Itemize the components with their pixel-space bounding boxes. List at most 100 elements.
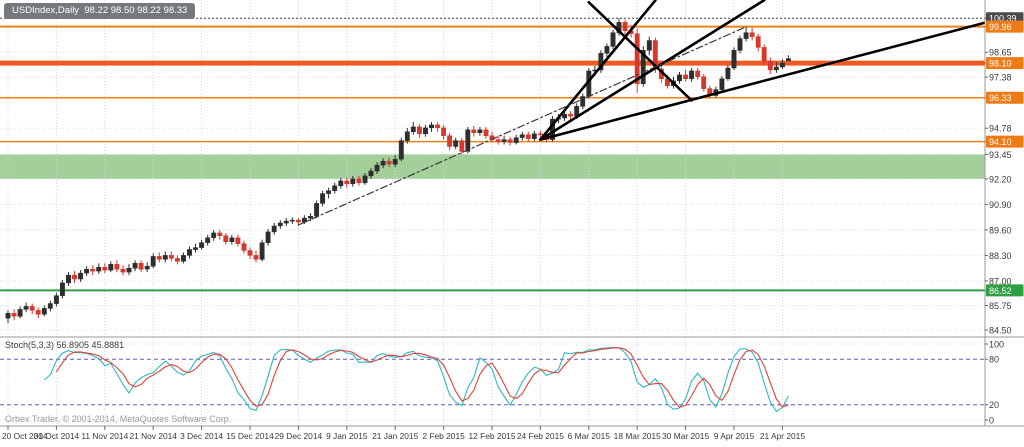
- time-axis-label[interactable]: 21 Apr 2015: [760, 431, 806, 441]
- candle-body: [465, 129, 471, 152]
- candle-body: [53, 295, 59, 304]
- candle-body: [229, 237, 235, 242]
- candle-body: [507, 139, 513, 143]
- price-axis-label[interactable]: 94.78: [989, 124, 1012, 134]
- candle-body: [84, 268, 90, 274]
- candle-body: [132, 263, 138, 269]
- time-axis-label[interactable]: 11 Nov 2014: [81, 431, 128, 441]
- candle-body: [223, 235, 229, 242]
- candle-body: [495, 139, 501, 142]
- candle-body: [181, 255, 186, 262]
- stoch-axis-label[interactable]: 20: [989, 400, 999, 410]
- time-axis-label[interactable]: 6 Mar 2015: [568, 431, 611, 441]
- candle-body: [320, 193, 326, 204]
- price-axis-label[interactable]: 89.60: [989, 225, 1012, 235]
- time-axis-label[interactable]: 21 Nov 2014: [129, 431, 177, 441]
- candle-body: [725, 67, 731, 80]
- time-axis-label[interactable]: 9 Jan 2015: [326, 431, 368, 441]
- price-axis-label[interactable]: 84.50: [989, 325, 1012, 335]
- price-axis-label[interactable]: 97.38: [989, 73, 1012, 83]
- candle-body: [646, 40, 652, 51]
- price-level-badge: [986, 57, 1024, 70]
- candle-body: [525, 134, 531, 139]
- time-axis-label[interactable]: 21 Jan 2015: [372, 431, 418, 441]
- candle-body: [314, 203, 320, 217]
- candle-body: [90, 268, 96, 272]
- candle-body: [47, 303, 53, 309]
- time-axis-label[interactable]: 18 Mar 2015: [614, 431, 661, 441]
- time-axis-label[interactable]: 20 Oct 2014: [2, 431, 48, 441]
- price-level-badge-label: 96.33: [989, 93, 1012, 103]
- candle-body: [435, 124, 441, 129]
- price-axis-label[interactable]: 85.75: [989, 301, 1012, 311]
- price-axis-label[interactable]: 93.45: [989, 150, 1012, 160]
- candle-body: [701, 76, 707, 89]
- time-axis-label[interactable]: 3 Dec 2014: [180, 431, 223, 441]
- candle-body: [562, 113, 568, 119]
- candle-body: [205, 237, 211, 243]
- fan-line-long[interactable]: [539, 21, 988, 141]
- stoch-axis-label[interactable]: 100: [989, 339, 1004, 349]
- candle-body: [610, 32, 616, 47]
- candle-body: [35, 310, 41, 315]
- candle-body: [380, 160, 386, 166]
- candle-body: [640, 50, 646, 84]
- candle-body: [211, 232, 217, 239]
- candle-body: [356, 178, 362, 184]
- candle-body: [326, 190, 332, 194]
- candle-body: [779, 62, 785, 68]
- candle-body: [755, 36, 761, 48]
- candle-body: [17, 309, 23, 317]
- candle-body: [386, 160, 392, 165]
- candle-body: [459, 140, 465, 152]
- candle-body: [719, 78, 725, 90]
- stoch-axis-label[interactable]: 80: [989, 355, 999, 365]
- support-band[interactable]: [0, 154, 985, 179]
- price-axis-label[interactable]: 87.00: [989, 276, 1012, 286]
- candle-body: [193, 247, 198, 250]
- candle-body: [235, 237, 241, 244]
- time-axis-label[interactable]: 12 Feb 2015: [468, 431, 515, 441]
- fan-line-mid[interactable]: [539, 0, 766, 141]
- candle-body: [604, 46, 610, 54]
- price-axis-label[interactable]: 90.90: [989, 200, 1012, 210]
- candle-body: [580, 96, 586, 107]
- candle-body: [634, 33, 640, 84]
- chart-plot-area[interactable]: [0, 0, 988, 425]
- price-axis-label[interactable]: 98.65: [989, 48, 1012, 58]
- price-axis-label[interactable]: 88.30: [989, 251, 1012, 261]
- price-axis-label[interactable]: 92.20: [989, 174, 1012, 184]
- stoch-indicator-label: Stoch(5,3,3) 56.8905 45.8881: [5, 340, 125, 350]
- stoch-axis-label[interactable]: 0: [989, 415, 994, 425]
- candle-body: [199, 242, 205, 248]
- candle-body: [368, 170, 374, 177]
- time-axis-label[interactable]: 15 Dec 2014: [226, 431, 274, 441]
- price-level-badge: [986, 20, 1024, 33]
- candle-body: [695, 70, 701, 78]
- symbol-ohlc-badge: USDIndex,Daily 98.22 98.50 98.22 98.33: [4, 3, 196, 19]
- candle-body: [156, 256, 162, 260]
- candle-body: [114, 264, 120, 270]
- candle-body: [344, 180, 350, 185]
- candle-body: [283, 220, 289, 224]
- stoch-main-line: [43, 346, 789, 413]
- candle-body: [519, 134, 525, 138]
- candle-body: [144, 265, 150, 270]
- descending-line[interactable]: [587, 0, 693, 102]
- candle-body: [483, 129, 489, 136]
- time-axis-label[interactable]: 29 Dec 2014: [275, 431, 323, 441]
- time-axis-label[interactable]: 30 Oct 2014: [34, 431, 80, 441]
- candle-body: [513, 137, 519, 143]
- time-axis-label[interactable]: 2 Feb 2015: [422, 431, 465, 441]
- time-axis-label[interactable]: 24 Feb 2015: [517, 431, 564, 441]
- time-axis-label[interactable]: 30 Mar 2015: [662, 431, 709, 441]
- price-level-badge: [986, 91, 1024, 104]
- time-axis-label[interactable]: 9 Apr 2015: [714, 431, 755, 441]
- candle-body: [241, 243, 247, 251]
- stoch-signal-line: [55, 347, 789, 408]
- fan-line-steep[interactable]: [539, 0, 657, 141]
- dashdot-trendline[interactable]: [297, 26, 747, 226]
